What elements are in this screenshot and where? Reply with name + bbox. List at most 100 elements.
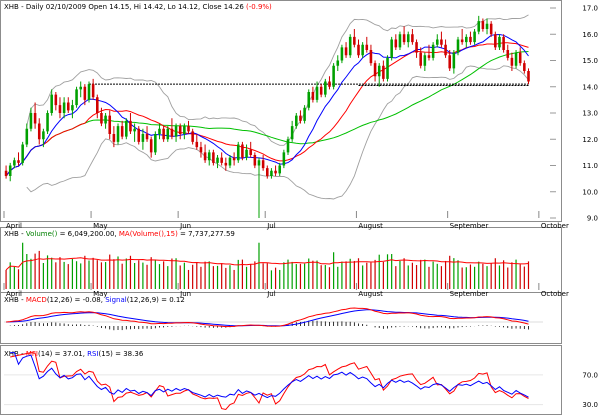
volume-bar <box>63 261 65 289</box>
candle-body <box>344 47 348 56</box>
candle-body <box>270 170 273 176</box>
candle-body <box>265 168 269 176</box>
candle-body <box>295 115 298 127</box>
volume-bar <box>457 260 459 289</box>
indicator-title-5: (15) = 38.36 <box>99 350 144 358</box>
x-label-volume: August <box>358 290 383 298</box>
candle-body <box>469 36 472 43</box>
volume-bar <box>362 265 364 289</box>
volume-bar <box>507 267 509 289</box>
volume-bar <box>370 262 372 289</box>
y-tick-label: 16.0 <box>582 31 598 39</box>
candle-body <box>319 86 323 95</box>
volume-bar <box>469 264 472 289</box>
volume-bar <box>486 266 488 289</box>
volume-bar <box>167 266 169 289</box>
candle-body <box>361 44 364 56</box>
x-label-price: May <box>93 222 107 230</box>
candle-body <box>96 97 99 113</box>
volume-bar <box>34 253 36 289</box>
price-title: XHB - Daily 02/10/2009 Open 14.15, Hi 14… <box>4 3 272 11</box>
candle-body <box>46 113 49 132</box>
candle-body <box>332 65 335 87</box>
candle-body <box>510 57 514 66</box>
volume-bar <box>237 259 239 289</box>
volume-bar <box>316 260 318 289</box>
volume-bar <box>449 255 451 289</box>
candle-body <box>245 149 248 158</box>
y-tick-label: 11.0 <box>582 162 598 170</box>
candle-body <box>278 165 282 174</box>
volume-bar <box>490 263 492 289</box>
candle-body <box>286 139 290 153</box>
volume-bar <box>494 258 496 289</box>
volume-bar <box>395 266 397 289</box>
volume-bar <box>5 269 7 289</box>
volume-title-4: MA(Volume(),15) <box>119 230 178 238</box>
volume-bar <box>129 255 132 289</box>
candle-body <box>191 131 194 142</box>
volume-bar <box>9 262 11 289</box>
candle-body <box>207 152 211 161</box>
volume-bar <box>287 259 289 289</box>
candle-body <box>419 52 422 66</box>
volume-bar <box>38 250 40 289</box>
candle-body <box>125 120 128 137</box>
candle-body <box>324 81 327 95</box>
volume-bar <box>192 264 194 289</box>
candle-body <box>377 65 381 77</box>
candle-body <box>357 44 360 56</box>
candle-body <box>133 128 136 132</box>
candle-body <box>91 84 95 98</box>
volume-bar <box>262 263 264 289</box>
volume-bar <box>366 262 368 289</box>
volume-bar <box>46 255 49 289</box>
candle-body <box>13 160 16 166</box>
candle-body <box>382 65 385 79</box>
candle-body <box>212 152 215 163</box>
volume-bar <box>254 261 256 289</box>
price-y-axis: 9.0 10.0 11.0 12.0 13.0 14.0 15.0 16.0 17.0 <box>550 5 598 223</box>
volume-bar <box>308 258 310 289</box>
volume-bar <box>138 260 140 289</box>
candle-body <box>465 36 468 43</box>
candle-body <box>37 123 41 140</box>
candle-body <box>348 36 352 56</box>
volume-bar <box>341 261 343 289</box>
x-label-price: Jul <box>266 222 276 230</box>
candle-body <box>282 152 286 166</box>
bollinger-bands <box>26 14 529 200</box>
macd-title-5: (12,26,9) = 0.12 <box>127 296 185 304</box>
volume-bar <box>312 260 314 289</box>
volume-bar <box>258 242 260 289</box>
volume-bar <box>349 258 351 289</box>
volume-bar <box>386 254 389 289</box>
candle-body <box>75 89 78 106</box>
candle-body <box>514 52 518 66</box>
candle-body <box>456 39 460 53</box>
volume-bar <box>337 266 339 289</box>
y-tick-label: 10.0 <box>582 188 598 196</box>
volume-bar <box>109 254 111 289</box>
volume-bar <box>440 266 443 289</box>
candle-body <box>523 63 526 71</box>
volume-bar <box>92 257 94 289</box>
volume-bar <box>403 258 405 289</box>
candle-body <box>303 107 306 121</box>
candle-body <box>149 139 153 153</box>
volume-bar <box>461 267 463 289</box>
candle-body <box>220 157 223 163</box>
volume-bar <box>407 265 409 289</box>
volume-bar <box>22 242 24 289</box>
x-label-volume: October <box>541 290 569 298</box>
candle-body <box>390 39 393 58</box>
candle-body <box>494 34 497 48</box>
macd-title-3: (12,26) = -0.08, <box>47 296 105 304</box>
volume-bar <box>221 263 223 289</box>
indicator-title-3: (14) = 37.01, <box>38 350 87 358</box>
candle-body <box>66 102 70 111</box>
x-label-price: April <box>6 222 22 230</box>
volume-bar <box>42 263 44 289</box>
candle-body <box>54 94 58 106</box>
